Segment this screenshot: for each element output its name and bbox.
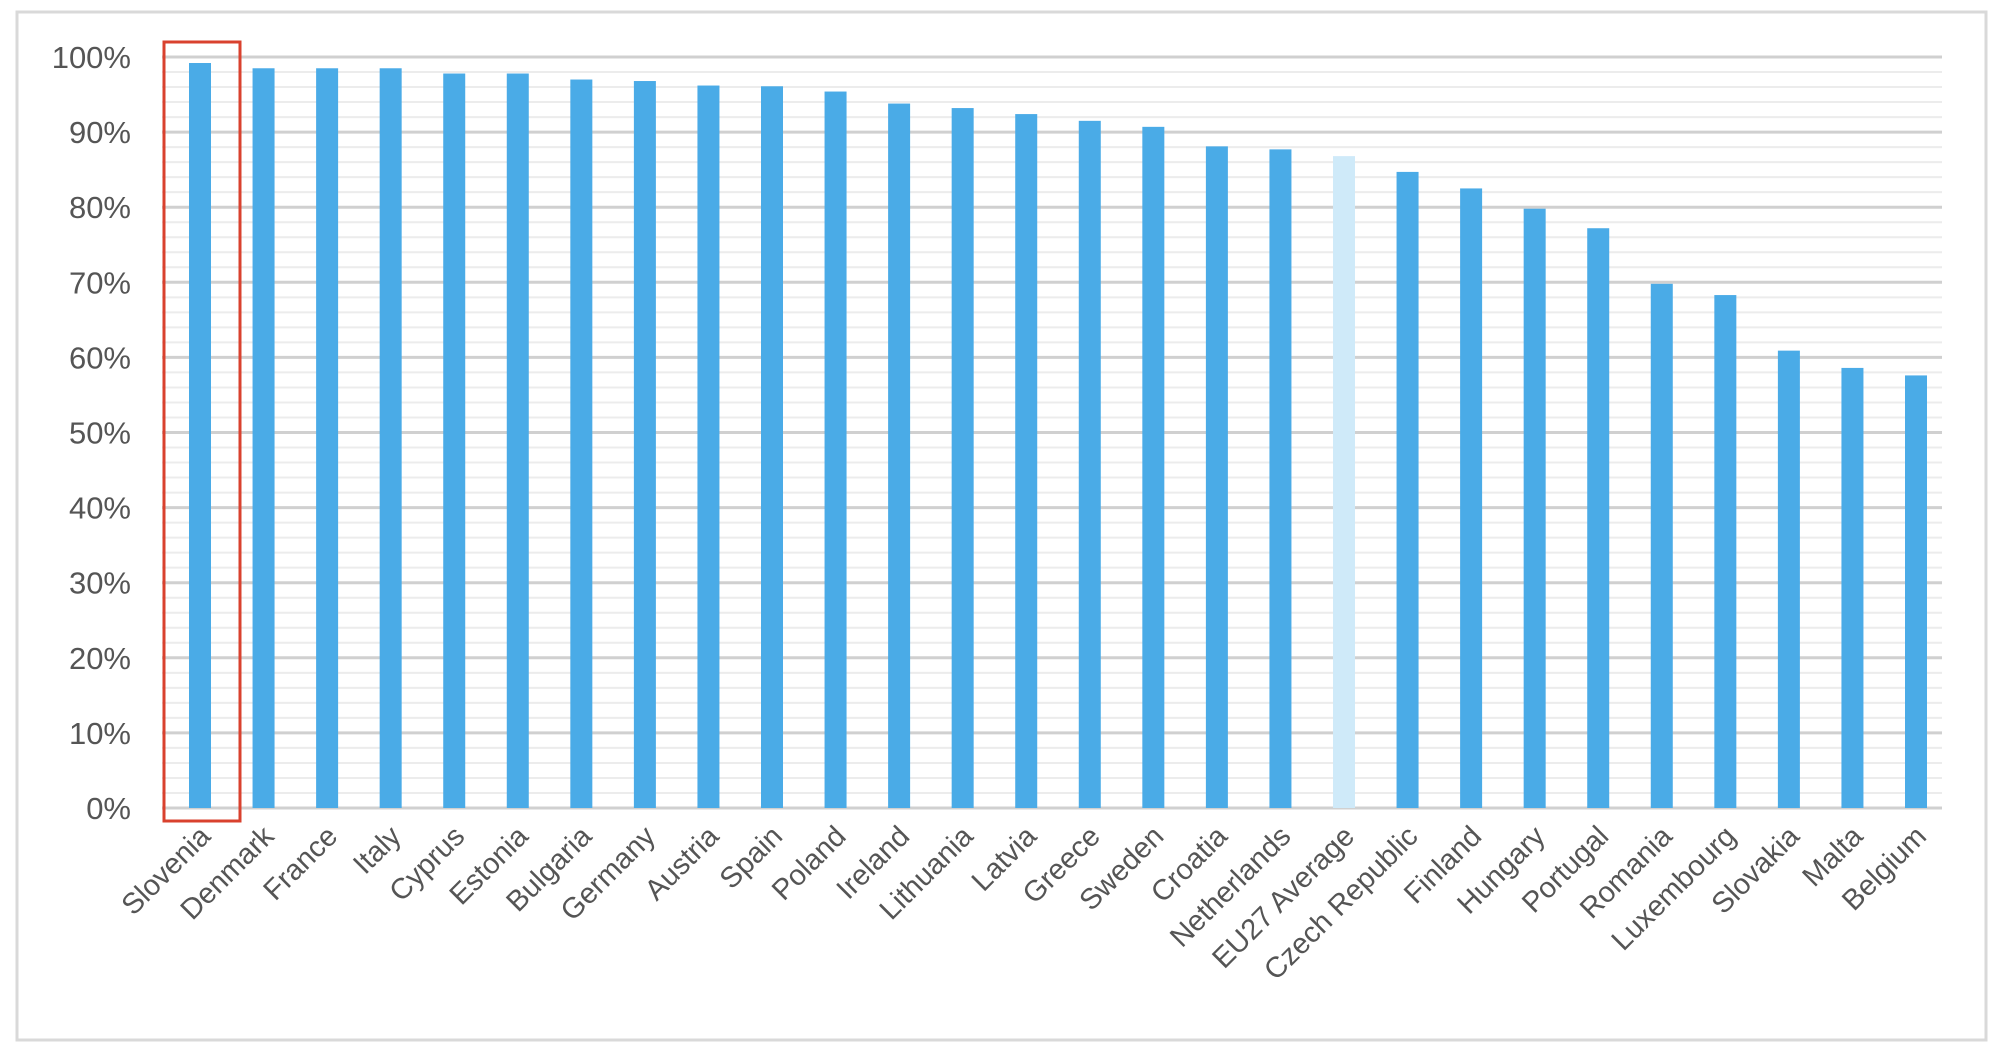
y-tick-label: 30% bbox=[69, 566, 131, 601]
y-tick-label: 90% bbox=[69, 115, 131, 150]
bar-germany bbox=[633, 81, 656, 809]
y-tick-label: 70% bbox=[69, 265, 131, 300]
y-tick-label: 0% bbox=[86, 791, 131, 826]
highlight-outline-box bbox=[162, 40, 242, 823]
bar-poland bbox=[824, 91, 847, 808]
bar-luxembourg bbox=[1714, 295, 1737, 808]
y-tick-label: 40% bbox=[69, 491, 131, 526]
bar-slovakia bbox=[1777, 350, 1800, 808]
y-tick-label: 60% bbox=[69, 340, 131, 375]
bar-estonia bbox=[506, 73, 529, 809]
bar-eu27-average bbox=[1333, 156, 1355, 808]
bar-denmark bbox=[252, 68, 275, 808]
bar-finland bbox=[1460, 188, 1483, 809]
y-tick-label: 20% bbox=[69, 641, 131, 676]
bar-portugal bbox=[1587, 228, 1610, 808]
bar-slovenia bbox=[189, 63, 211, 809]
bar-croatia bbox=[1205, 146, 1228, 808]
bar-hungary bbox=[1523, 208, 1546, 808]
bar-netherlands bbox=[1269, 149, 1292, 809]
bars bbox=[189, 63, 1927, 809]
bar-spain bbox=[761, 86, 783, 808]
y-tick-label: 10% bbox=[69, 716, 131, 751]
highlight-outline-layer bbox=[162, 40, 242, 823]
bar-malta bbox=[1841, 367, 1864, 808]
bar-ireland bbox=[888, 103, 911, 808]
bar-sweden bbox=[1142, 126, 1165, 808]
bar-romania bbox=[1650, 283, 1673, 808]
bar-latvia bbox=[1015, 114, 1038, 809]
bar-france bbox=[316, 68, 339, 808]
bar-lithuania bbox=[951, 108, 974, 809]
bar-belgium bbox=[1905, 375, 1927, 808]
bar-bulgaria bbox=[570, 79, 593, 808]
bar-greece bbox=[1078, 120, 1101, 808]
y-tick-label: 50% bbox=[69, 416, 131, 451]
bar-czech-republic bbox=[1396, 171, 1419, 808]
y-tick-label: 100% bbox=[52, 40, 131, 75]
bar-italy bbox=[379, 68, 402, 808]
bar-cyprus bbox=[443, 73, 466, 809]
y-tick-label: 80% bbox=[69, 190, 131, 225]
bar-austria bbox=[697, 85, 720, 808]
y-axis-tick-labels: 0% 10% 20% 30% 40% 50% 60% 70% 80% 90% 100% bbox=[52, 40, 131, 826]
